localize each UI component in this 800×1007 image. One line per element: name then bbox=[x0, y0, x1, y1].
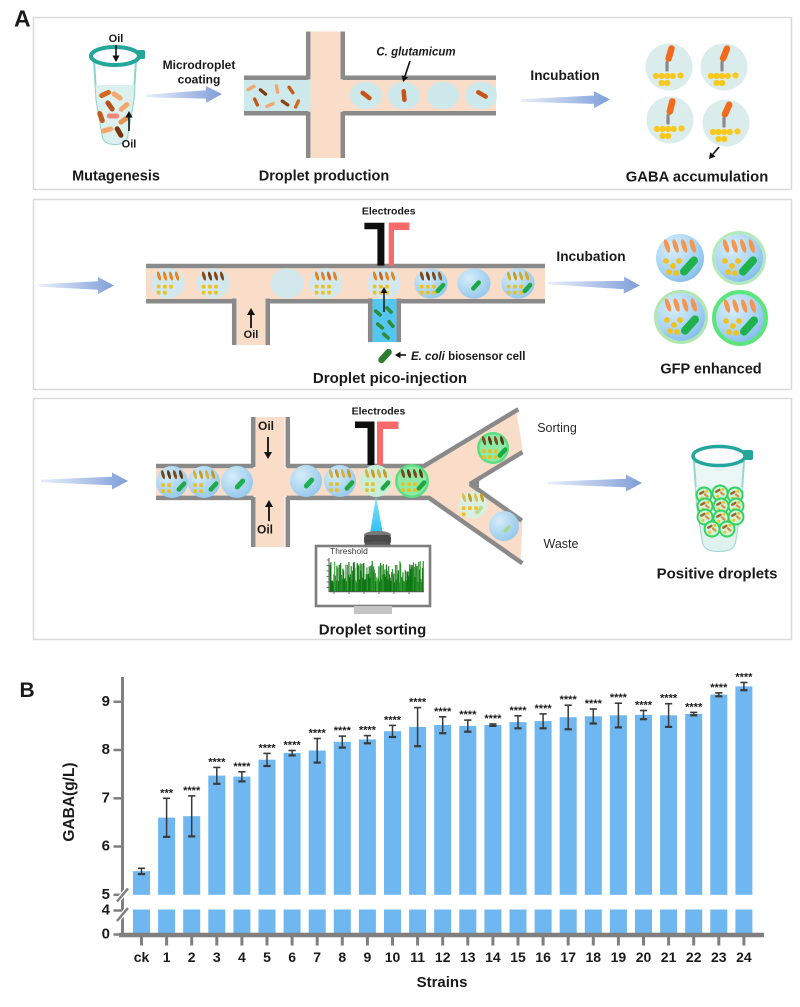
svg-text:****: **** bbox=[585, 698, 603, 710]
svg-text:GABA(g/L): GABA(g/L) bbox=[61, 762, 78, 841]
svg-text:****: **** bbox=[735, 672, 753, 684]
svg-text:coating: coating bbox=[178, 73, 221, 87]
svg-text:****: **** bbox=[710, 682, 728, 694]
svg-text:10: 10 bbox=[385, 949, 401, 965]
svg-text:9: 9 bbox=[102, 693, 110, 710]
svg-text:***: *** bbox=[160, 787, 174, 799]
svg-text:Positive droplets: Positive droplets bbox=[657, 566, 778, 583]
svg-text:Electrodes: Electrodes bbox=[352, 406, 406, 418]
svg-text:11: 11 bbox=[410, 949, 425, 965]
svg-text:1: 1 bbox=[163, 949, 171, 965]
svg-text:18: 18 bbox=[586, 949, 602, 965]
svg-text:****: **** bbox=[409, 697, 427, 709]
svg-text:Droplet sorting: Droplet sorting bbox=[319, 622, 427, 639]
svg-text:Waste: Waste bbox=[544, 537, 579, 551]
svg-text:GABA accumulation: GABA accumulation bbox=[626, 170, 769, 186]
svg-text:Oil: Oil bbox=[257, 523, 273, 537]
svg-text:Threshold: Threshold bbox=[330, 546, 368, 556]
svg-text:****: **** bbox=[334, 725, 352, 737]
svg-text:A: A bbox=[14, 6, 31, 32]
svg-text:4: 4 bbox=[238, 949, 246, 965]
svg-text:B: B bbox=[20, 679, 35, 702]
svg-text:Electrodes: Electrodes bbox=[362, 206, 416, 218]
svg-text:****: **** bbox=[685, 701, 703, 713]
svg-text:Microdroplet: Microdroplet bbox=[163, 58, 236, 72]
svg-text:7: 7 bbox=[102, 789, 110, 806]
svg-text:****: **** bbox=[233, 761, 251, 773]
svg-text:****: **** bbox=[635, 700, 653, 712]
svg-text:22: 22 bbox=[686, 949, 702, 965]
svg-text:8: 8 bbox=[338, 949, 346, 965]
svg-text:9: 9 bbox=[364, 949, 372, 965]
svg-text:Strains: Strains bbox=[417, 974, 468, 991]
svg-text:7: 7 bbox=[313, 949, 321, 965]
svg-text:20: 20 bbox=[636, 949, 652, 965]
svg-text:Sorting: Sorting bbox=[537, 421, 577, 435]
svg-text:****: **** bbox=[484, 713, 502, 725]
svg-text:****: **** bbox=[309, 728, 327, 740]
svg-text:21: 21 bbox=[661, 949, 677, 965]
svg-text:Incubation: Incubation bbox=[556, 249, 625, 264]
svg-text:6: 6 bbox=[102, 838, 110, 855]
svg-text:3: 3 bbox=[213, 949, 221, 965]
svg-text:19: 19 bbox=[611, 949, 627, 965]
svg-text:17: 17 bbox=[560, 949, 576, 965]
svg-text:15: 15 bbox=[510, 949, 526, 965]
svg-text:****: **** bbox=[535, 703, 553, 715]
svg-text:4: 4 bbox=[102, 902, 111, 919]
svg-text:6: 6 bbox=[288, 949, 296, 965]
svg-text:****: **** bbox=[183, 785, 201, 797]
svg-text:C. glutamicum: C. glutamicum bbox=[376, 47, 455, 59]
svg-text:5: 5 bbox=[102, 886, 110, 903]
svg-text:0: 0 bbox=[102, 926, 110, 943]
svg-text:Droplet pico-injection: Droplet pico-injection bbox=[313, 370, 467, 387]
svg-text:****: **** bbox=[384, 714, 402, 726]
svg-text:****: **** bbox=[434, 706, 452, 718]
svg-text:Oil: Oil bbox=[258, 419, 274, 433]
svg-text:Oil: Oil bbox=[122, 139, 137, 151]
svg-text:Mutagenesis: Mutagenesis bbox=[72, 169, 160, 185]
svg-text:12: 12 bbox=[435, 949, 451, 965]
svg-text:****: **** bbox=[560, 694, 578, 706]
svg-text:Oil: Oil bbox=[109, 33, 124, 45]
svg-text:E. coli biosensor cell: E. coli biosensor cell bbox=[411, 351, 525, 363]
svg-text:23: 23 bbox=[711, 949, 727, 965]
svg-text:****: **** bbox=[610, 692, 628, 704]
svg-text:ck: ck bbox=[134, 949, 150, 965]
svg-text:Incubation: Incubation bbox=[530, 68, 599, 83]
svg-text:Oil: Oil bbox=[244, 329, 259, 341]
svg-text:2: 2 bbox=[188, 949, 196, 965]
svg-text:24: 24 bbox=[736, 949, 752, 965]
svg-text:Droplet production: Droplet production bbox=[259, 169, 390, 185]
svg-text:****: **** bbox=[660, 693, 678, 705]
svg-text:5: 5 bbox=[263, 949, 271, 965]
svg-text:****: **** bbox=[509, 705, 527, 717]
svg-text:GFP enhanced: GFP enhanced bbox=[660, 362, 761, 378]
svg-text:13: 13 bbox=[460, 949, 476, 965]
svg-text:****: **** bbox=[208, 756, 226, 768]
svg-text:****: **** bbox=[284, 740, 302, 752]
svg-text:****: **** bbox=[459, 709, 477, 721]
svg-text:14: 14 bbox=[485, 949, 501, 965]
svg-text:****: **** bbox=[258, 742, 276, 754]
svg-text:16: 16 bbox=[535, 949, 551, 965]
svg-text:8: 8 bbox=[102, 741, 110, 758]
svg-text:****: **** bbox=[359, 725, 377, 737]
